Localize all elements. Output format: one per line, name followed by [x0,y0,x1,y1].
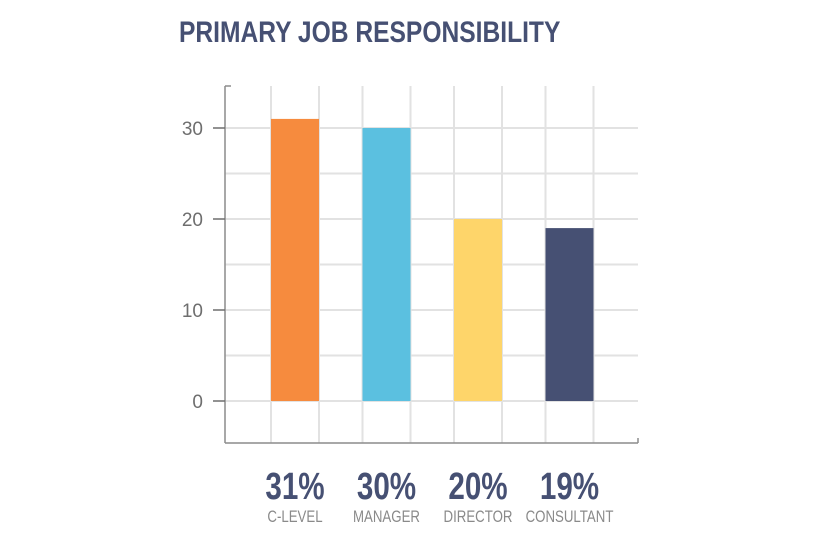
axes [213,85,639,444]
value-label: 30% [357,466,416,508]
value-label: 31% [265,466,324,508]
category-label: DIRECTOR [444,508,513,527]
labels: 0 10 20 30 31%C-LEVEL 30%MANAGER 20%DIRECTOR 19… [182,119,614,526]
y-tick-label: 20 [182,210,203,231]
category-label: CONSULTANT [526,508,614,527]
bar-c-level [271,118,319,402]
value-label: 19% [540,466,599,508]
bar-manager [362,128,411,401]
y-tick-label: 0 [192,392,203,413]
bars [271,118,594,402]
chart-title: PRIMARY JOB RESPONSIBILITY [179,16,561,49]
bar-director [454,219,502,401]
y-tick-label: 30 [182,119,203,140]
bar-consultant [545,228,594,401]
y-tick-label: 10 [182,301,203,322]
category-label: MANAGER [353,508,420,527]
value-label: 20% [448,466,507,508]
category-label: C-LEVEL [267,508,322,527]
